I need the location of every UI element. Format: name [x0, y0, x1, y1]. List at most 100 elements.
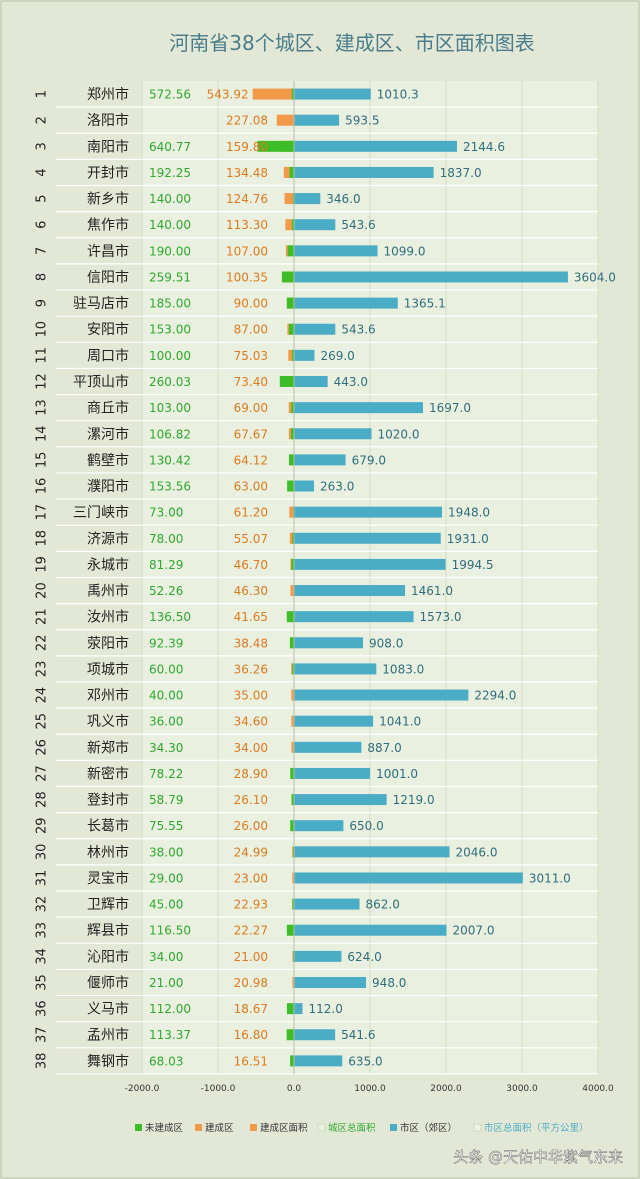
label-built-area: 20.98 — [234, 976, 268, 990]
table-row: 10 安阳市 153.00 87.00 543.6 — [35, 321, 598, 343]
bar-total — [294, 428, 372, 440]
x-tick-label: -1000.0 — [201, 1084, 236, 1094]
label-urban-area: 192.25 — [149, 166, 191, 180]
rank-label: 32 — [35, 896, 50, 913]
rank-label: 33 — [35, 922, 50, 939]
rank-label: 23 — [35, 661, 50, 678]
legend-label: 市区总面积（平方公里） — [484, 1122, 589, 1134]
bar-total — [294, 741, 362, 753]
label-total-area: 1365.1 — [404, 297, 446, 311]
label-built-area: 69.00 — [234, 401, 268, 415]
city-label: 焦作市 — [87, 217, 129, 234]
label-built-area: 18.67 — [234, 1002, 268, 1016]
bar-unbuilt — [286, 924, 294, 936]
label-total-area: 443.0 — [334, 375, 368, 389]
bar-unbuilt — [287, 245, 294, 257]
city-label: 灵宝市 — [87, 870, 129, 887]
rank-label: 22 — [35, 635, 50, 652]
bar-total — [294, 375, 328, 387]
rank-label: 29 — [35, 817, 50, 834]
x-tick-label: 0.0 — [287, 1084, 302, 1094]
city-label: 舞钢市 — [87, 1053, 129, 1070]
bar-total — [294, 820, 344, 832]
label-built-area: 543.92 — [207, 88, 249, 102]
label-urban-area: 73.00 — [149, 506, 183, 520]
label-total-area: 1461.0 — [411, 584, 453, 598]
table-row: 33 辉县市 116.50 22.27 2007.0 — [35, 922, 598, 944]
label-urban-area: 103.00 — [149, 401, 191, 415]
label-built-area: 107.00 — [226, 244, 268, 258]
bar-total — [294, 323, 336, 335]
label-total-area: 541.6 — [341, 1028, 375, 1042]
label-total-area: 2294.0 — [474, 689, 516, 703]
city-label: 南阳市 — [87, 138, 129, 155]
bar-unbuilt — [286, 297, 294, 309]
city-label: 登封市 — [87, 792, 129, 809]
rank-label: 15 — [35, 452, 50, 469]
label-built-area: 34.60 — [234, 715, 268, 729]
label-total-area: 269.0 — [320, 349, 354, 363]
label-total-area: 1697.0 — [429, 401, 471, 415]
legend-item: 市区总面积（平方公里） — [473, 1122, 589, 1134]
bar-unbuilt — [281, 271, 294, 283]
table-row: 6 焦作市 140.00 113.30 543.6 — [35, 217, 598, 239]
table-row: 13 商丘市 103.00 69.00 1697.0 — [35, 399, 598, 422]
table-row: 32 卫辉市 45.00 22.93 862.0 — [35, 896, 598, 918]
bar-unbuilt — [286, 1029, 294, 1041]
bar-total — [294, 558, 446, 570]
label-built-area: 61.20 — [234, 506, 268, 520]
label-urban-area: 21.00 — [149, 976, 183, 990]
label-built-area: 87.00 — [234, 323, 268, 337]
label-built-area: 22.27 — [234, 924, 268, 938]
legend-item: 城区总面积 — [317, 1122, 376, 1134]
x-tick-label: 2000.0 — [430, 1084, 462, 1094]
bar-unbuilt — [292, 898, 294, 910]
table-row: 14 漯河市 106.82 67.67 1020.0 — [35, 425, 598, 448]
rank-label: 7 — [35, 247, 50, 255]
label-built-area: 134.48 — [226, 166, 268, 180]
legend-item: 市区（郊区） — [390, 1122, 457, 1134]
label-total-area: 543.6 — [341, 218, 375, 232]
table-row: 26 新郑市 34.30 34.00 887.0 — [35, 739, 598, 761]
label-built-area: 113.30 — [226, 218, 268, 232]
bar-unbuilt — [257, 140, 294, 152]
city-label: 林州市 — [87, 844, 129, 861]
plot-area: 1 郑州市 572.56 543.92 1010.3 2 洛阳市 227.08 593.5 3 南阳… — [28, 81, 616, 1075]
bar-unbuilt — [292, 532, 294, 544]
city-label: 三门峡市 — [73, 504, 129, 521]
rank-column — [28, 81, 56, 1074]
label-total-area: 263.0 — [320, 480, 354, 494]
bar-unbuilt — [288, 323, 294, 335]
x-axis: -2000.0 -1000.0 0.0 1000.0 2000.0 3000.0 4000.… — [125, 1084, 614, 1094]
label-urban-area: 36.00 — [149, 715, 183, 729]
bar-built — [292, 976, 294, 988]
label-built-area: 41.65 — [234, 610, 268, 624]
x-tick-label: 3000.0 — [506, 1084, 538, 1094]
table-row: 1 郑州市 572.56 543.92 1010.3 — [35, 86, 598, 108]
rank-label: 27 — [35, 765, 50, 782]
label-urban-area: 140.00 — [149, 218, 191, 232]
label-total-area: 948.0 — [372, 976, 406, 990]
city-label: 信阳市 — [87, 269, 129, 286]
rank-label: 21 — [35, 608, 50, 625]
label-built-area: 227.08 — [226, 114, 268, 128]
bar-built — [291, 689, 294, 701]
city-label: 沁阳市 — [87, 948, 129, 965]
legend-item: 建成区 — [195, 1122, 234, 1134]
bar-unbuilt — [290, 767, 294, 779]
label-total-area: 2144.6 — [463, 140, 505, 154]
rank-label: 8 — [35, 273, 50, 281]
bar-unbuilt — [291, 402, 294, 414]
table-row: 30 林州市 38.00 24.99 2046.0 — [35, 844, 598, 866]
bar-built — [288, 402, 294, 414]
city-label: 商丘市 — [87, 400, 129, 417]
label-urban-area: 130.42 — [149, 453, 191, 467]
bar-unbuilt — [291, 219, 294, 231]
label-total-area: 543.6 — [341, 323, 375, 337]
rank-label: 18 — [35, 530, 50, 547]
rank-label: 36 — [35, 1000, 50, 1017]
table-row: 31 灵宝市 29.00 23.00 3011.0 — [35, 870, 598, 892]
label-urban-area: 52.26 — [149, 584, 183, 598]
label-total-area: 1994.5 — [452, 558, 494, 572]
